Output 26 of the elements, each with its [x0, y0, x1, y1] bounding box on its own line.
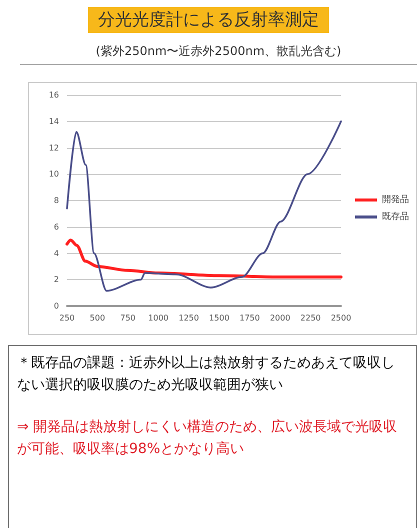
- y-tick-label: 4: [54, 248, 59, 258]
- x-tick-label: 2500: [330, 314, 352, 322]
- x-tick-label: 1000: [148, 314, 169, 322]
- x-tick-label: 750: [120, 314, 136, 322]
- y-tick-label: 14: [48, 116, 59, 126]
- text: ＊既存品の課題：近赤外以上は熱放射するためあえて吸収しない選択的吸収膜のため光吸収範囲が狭い: [17, 354, 396, 395]
- y-tick-label: 2: [54, 275, 59, 284]
- y-tick-label: 16: [48, 90, 59, 100]
- x-tick-label: 250: [59, 314, 75, 322]
- legend-label: 既存品: [382, 211, 409, 222]
- x-tick-label: 1250: [178, 314, 199, 322]
- y-tick-label: 0: [54, 302, 59, 310]
- chart-title: 分光光度計による反射率測定: [88, 7, 329, 33]
- text: ⇒ 開発品は熱放射しにくい構造のため、広い波長域で光吸収が可能、吸収率は98%とかなり高い: [17, 418, 398, 459]
- y-tick-label: 6: [54, 222, 59, 232]
- line-series: [66, 120, 342, 292]
- legend-label: 開発品: [382, 194, 409, 205]
- x-tick-label: 500: [90, 314, 106, 322]
- x-tick-label: 1750: [239, 314, 260, 322]
- x-tick-label: 2250: [300, 314, 321, 322]
- x-tick-label: 1500: [209, 314, 230, 322]
- chart-subtitle: (紫外250nm〜近赤外2500nm、散乱光含む): [20, 43, 417, 65]
- x-tick-label: 2000: [270, 314, 290, 322]
- y-tick-label: 12: [48, 143, 59, 152]
- y-tick-label: 10: [48, 170, 59, 179]
- y-tick-label: 8: [54, 196, 59, 205]
